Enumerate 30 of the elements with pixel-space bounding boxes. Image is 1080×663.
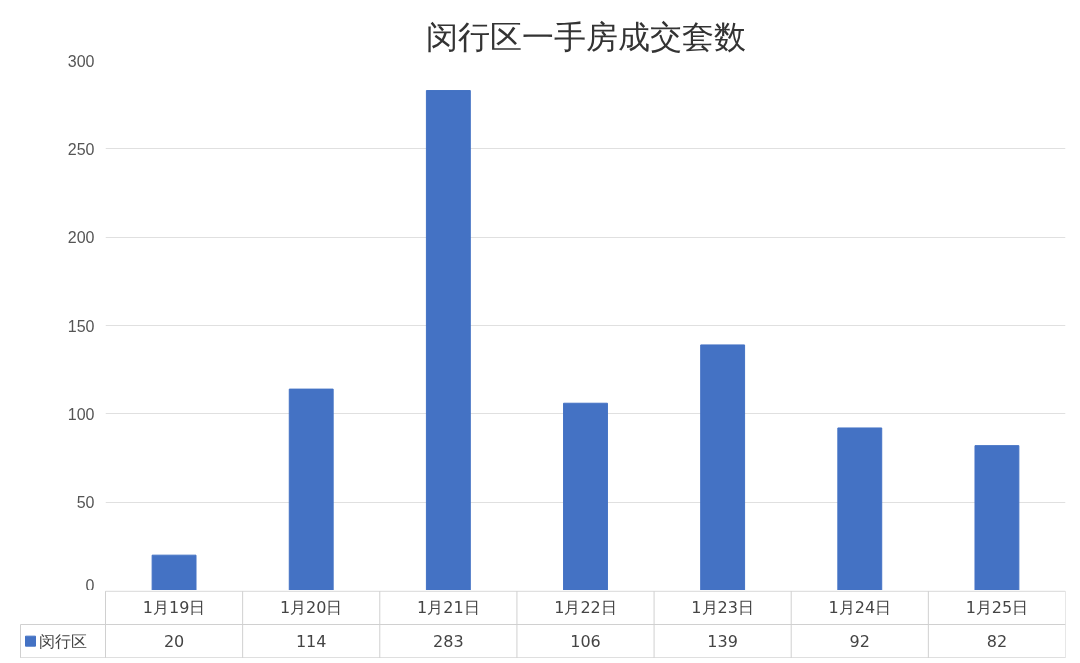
bar	[151, 554, 197, 590]
data-label: 92	[849, 632, 870, 652]
x-tick-label: 1月20日	[279, 598, 343, 618]
data-label: 114	[295, 632, 327, 652]
x-tick-label: 1月24日	[828, 598, 892, 618]
x-tick-label: 1月19日	[142, 598, 206, 618]
data-label: 20	[163, 632, 185, 652]
legend-label: 闵行区	[38, 631, 87, 651]
x-tick-label: 1月23日	[691, 598, 754, 618]
x-tick-label: 1月25日	[965, 598, 1029, 618]
bar	[837, 427, 883, 590]
y-tick-label: 50	[76, 494, 95, 512]
y-tick-label: 300	[67, 52, 95, 70]
x-tick-label: 1月21日	[417, 598, 480, 618]
y-tick-label: 250	[67, 140, 95, 158]
bar	[700, 344, 746, 590]
y-tick-label: 100	[67, 405, 95, 423]
data-label: 283	[433, 632, 464, 652]
bar	[974, 445, 1020, 590]
bar	[288, 388, 334, 590]
y-tick-label: 200	[67, 229, 95, 247]
data-label: 82	[986, 632, 1008, 652]
bar	[425, 90, 471, 590]
y-tick-label: 150	[67, 317, 95, 335]
x-tick-label: 1月22日	[554, 598, 617, 618]
chart-title: 闵行区一手房成交套数	[425, 17, 746, 56]
bar	[563, 402, 608, 590]
data-label: 106	[570, 632, 601, 652]
data-label: 139	[707, 632, 738, 652]
y-tick-label: 0	[85, 576, 95, 594]
